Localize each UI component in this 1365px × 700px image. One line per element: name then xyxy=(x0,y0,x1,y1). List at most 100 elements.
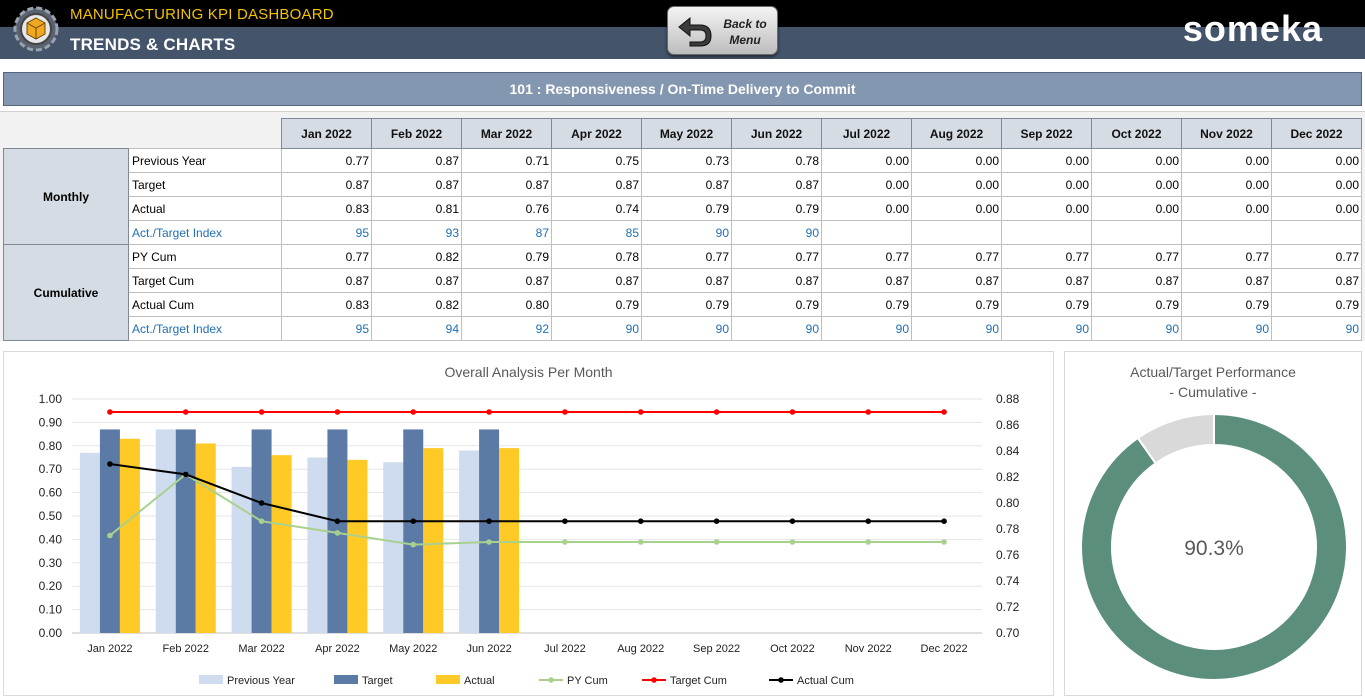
table-cell: 90 xyxy=(1091,316,1182,341)
point-target-cum xyxy=(258,409,265,415)
table-cell: 0.79 xyxy=(1271,292,1362,317)
point-target-cum xyxy=(637,409,644,415)
header-bar: MANUFACTURING KPI DASHBOARD TRENDS & CHA… xyxy=(0,0,1365,59)
table-cell: 0.81 xyxy=(371,196,462,221)
table-row: Actual 0.83 0.81 0.76 0.74 0.79 0.79 0.00 0.00 0.… xyxy=(4,196,1362,221)
legend-label: Target xyxy=(362,675,393,687)
table-cell: 0.79 xyxy=(461,244,552,269)
bar-actual xyxy=(119,438,140,633)
point-py-cum xyxy=(258,518,265,524)
table-cell: 0.76 xyxy=(461,196,552,221)
table-cell: 90 xyxy=(1271,316,1362,341)
table-cell: 0.87 xyxy=(1091,268,1182,293)
x-tick-label: Dec 2022 xyxy=(921,643,968,655)
legend-label: Previous Year xyxy=(227,675,295,687)
point-actual-cum xyxy=(410,518,417,524)
point-target-cum xyxy=(182,409,189,415)
y2-tick-label: 0.74 xyxy=(996,574,1020,588)
table-cell: 0.87 xyxy=(641,268,732,293)
table-row: Actual Cum 0.83 0.82 0.80 0.79 0.79 0.79 0.79 0.… xyxy=(4,292,1362,317)
y2-tick-label: 0.72 xyxy=(996,600,1020,614)
point-actual-cum xyxy=(637,518,644,524)
table-cell: 0.77 xyxy=(1091,244,1182,269)
table-cell: 0.87 xyxy=(911,268,1002,293)
table-cell: 0.83 xyxy=(281,196,372,221)
y-tick-label: 0.80 xyxy=(39,439,63,453)
table-cell: 0.82 xyxy=(371,244,462,269)
table-cell: 90 xyxy=(641,220,732,245)
row-label: Actual Cum xyxy=(128,292,282,317)
table-cell: 0.87 xyxy=(371,148,462,173)
bar-previous-year xyxy=(307,457,328,633)
bar-target xyxy=(479,429,500,633)
donut-slice-actual xyxy=(1080,412,1348,681)
point-py-cum xyxy=(562,539,568,545)
x-tick-label: Mar 2022 xyxy=(238,643,284,655)
kpi-table: Jan 2022 Feb 2022 Mar 2022 Apr 2022 May 2022… xyxy=(3,118,1362,341)
table-cell: 0.00 xyxy=(1091,148,1182,173)
group-label: Monthly xyxy=(3,148,129,245)
table-cell: 0.87 xyxy=(731,268,822,293)
table-cell: 94 xyxy=(371,316,462,341)
table-cell: 0.00 xyxy=(821,196,912,221)
legend-swatch xyxy=(199,675,223,684)
table-cell: 0.00 xyxy=(911,172,1002,197)
point-target-cum xyxy=(486,409,492,415)
x-tick-label: Feb 2022 xyxy=(163,643,209,655)
y2-tick-label: 0.78 xyxy=(996,522,1020,536)
brand-logo: someka xyxy=(1182,8,1323,49)
point-py-cum xyxy=(486,539,492,545)
group-label: Cumulative xyxy=(3,244,129,341)
month-header: Mar 2022 xyxy=(461,118,552,149)
table-cell: 0.87 xyxy=(371,172,462,197)
month-header: Jan 2022 xyxy=(281,118,372,149)
table-cell: 0.00 xyxy=(1271,196,1362,221)
table-cell: 85 xyxy=(551,220,642,245)
y-tick-label: 0.10 xyxy=(39,603,63,617)
back-to-menu-button[interactable]: Back to Menu xyxy=(667,6,778,55)
table-cell: 0.87 xyxy=(821,268,912,293)
x-tick-label: May 2022 xyxy=(389,643,437,655)
table-cell: 0.82 xyxy=(371,292,462,317)
month-header: Feb 2022 xyxy=(371,118,462,149)
x-tick-label: Aug 2022 xyxy=(617,643,664,655)
table-cell: 0.77 xyxy=(1271,244,1362,269)
table-cell: 0.00 xyxy=(1271,148,1362,173)
line-py-cum xyxy=(109,473,945,546)
point-py-cum xyxy=(941,539,947,545)
table-cell: 0.87 xyxy=(1271,268,1362,293)
bar-actual xyxy=(423,448,444,633)
gear-box-icon xyxy=(13,6,59,52)
y2-tick-label: 0.76 xyxy=(996,548,1020,562)
table-cell: 0.77 xyxy=(1001,244,1092,269)
legend-label: PY Cum xyxy=(567,675,608,687)
point-py-cum xyxy=(410,541,417,548)
point-target-cum xyxy=(941,409,947,415)
table-cell: 0.87 xyxy=(281,268,372,293)
table-cell: 0.87 xyxy=(731,172,822,197)
back-arrow-icon xyxy=(678,16,712,47)
y-tick-label: 0.50 xyxy=(39,509,63,523)
point-py-cum xyxy=(865,539,872,545)
point-target-cum xyxy=(562,409,568,415)
app-title: MANUFACTURING KPI DASHBOARD xyxy=(70,6,334,23)
table-row: Cumulative PY Cum 0.77 0.82 0.79 0.78 0.77 0.77… xyxy=(3,244,1362,341)
table-cell: 90 xyxy=(1001,316,1092,341)
table-cell: 95 xyxy=(281,220,372,245)
table-cell xyxy=(1181,220,1272,245)
legend-label: Actual Cum xyxy=(797,675,854,687)
point-target-cum xyxy=(865,409,872,415)
point-actual-cum xyxy=(258,500,265,506)
chart-title: Overall Analysis Per Month xyxy=(444,364,613,380)
table-cell xyxy=(1271,220,1362,245)
table-cell xyxy=(821,220,912,245)
table-cell: 0.83 xyxy=(281,292,372,317)
kpi-table-section: Jan 2022 Feb 2022 Mar 2022 Apr 2022 May 2022… xyxy=(0,111,1365,341)
table-cell: 0.79 xyxy=(1091,292,1182,317)
table-cell: 90 xyxy=(551,316,642,341)
point-target-cum xyxy=(107,409,113,415)
table-cell: 0.74 xyxy=(551,196,642,221)
table-cell: 0.75 xyxy=(551,148,642,173)
month-header: Jul 2022 xyxy=(821,118,912,149)
table-row: Monthly Previous Year 0.77 0.87 0.71 0.75 0.73… xyxy=(3,148,1362,245)
